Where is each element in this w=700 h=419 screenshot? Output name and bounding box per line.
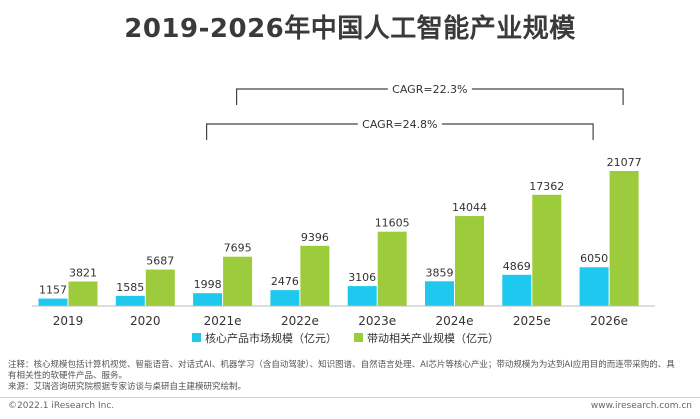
data-label-core-2020: 1585: [116, 281, 144, 294]
bar-core-2022e: [270, 290, 300, 306]
bar-core-2020: [115, 295, 145, 306]
data-label-related-2019: 3821: [69, 267, 97, 280]
cagr-label-bg-1: [387, 81, 472, 97]
x-tick-2019: 2019: [53, 314, 84, 328]
data-label-core-2024e: 3859: [426, 266, 454, 279]
bar-related-2022e: [300, 245, 330, 306]
cagr-label-bg-2: [357, 116, 442, 132]
legend-label-2: 带动相关产业规模（亿元）: [367, 331, 499, 345]
website: www.iresearch.com.cn: [590, 401, 692, 411]
chart-title: 2019-2026年中国人工智能产业规模: [124, 14, 576, 44]
data-label-core-2019: 1157: [39, 284, 67, 297]
data-label-core-2021e: 1998: [194, 278, 222, 291]
legend-label-1: 核心产品市场规模（亿元）: [205, 331, 337, 345]
source-note: 来源：艾瑞咨询研究院根据专家访谈与桌研自主建模研究绘制。: [8, 382, 247, 392]
bar-core-2019: [38, 298, 68, 306]
data-label-related-2026e: 21077: [607, 156, 642, 169]
legend-swatch-1: [192, 333, 201, 342]
bar-core-2025e: [502, 274, 532, 306]
data-label-core-2023e: 3106: [348, 271, 376, 284]
cagr-annotations: CAGR=22.3% CAGR=24.8%: [206, 81, 624, 140]
x-tick-labels: 2019 2020 2021e 2022e 2023e 2024e 2025e 2026e: [53, 314, 628, 328]
bar-core-2024e: [425, 281, 454, 306]
cagr-label-1: CAGR=22.3%: [392, 83, 467, 96]
x-tick-2020: 2020: [130, 314, 161, 328]
bar-related-2026e: [609, 171, 639, 306]
x-tick-2024e: 2024e: [436, 314, 474, 328]
bar-core-2023e: [347, 286, 377, 306]
data-label-related-2021e: 7695: [224, 242, 252, 255]
x-tick-2021e: 2021e: [204, 314, 242, 328]
legend-swatch-2: [354, 333, 363, 342]
footer-divider: [0, 397, 700, 398]
data-label-core-2025e: 4869: [503, 260, 531, 273]
data-label-related-2022e: 9396: [301, 231, 329, 244]
data-label-core-2022e: 2476: [271, 275, 299, 288]
bar-related-2020: [145, 269, 175, 306]
data-label-related-2025e: 17362: [529, 180, 564, 193]
bar-core-2021e: [193, 293, 223, 306]
bar-related-2019: [68, 281, 98, 306]
bar-related-2023e: [377, 231, 407, 306]
x-tick-2023e: 2023e: [358, 314, 396, 328]
bar-core-2026e: [579, 267, 609, 306]
data-label-related-2024e: 14044: [452, 201, 487, 214]
note-line-2: 有相关性的软硬件产品、服务。: [8, 371, 128, 381]
data-label-related-2020: 5687: [146, 255, 174, 268]
bar-related-2021e: [223, 256, 253, 306]
legend: 核心产品市场规模（亿元） 带动相关产业规模（亿元）: [192, 331, 499, 345]
bar-related-2025e: [532, 194, 562, 306]
cagr-label-2: CAGR=24.8%: [362, 118, 437, 131]
x-tick-2026e: 2026e: [590, 314, 628, 328]
data-label-related-2023e: 11605: [375, 217, 410, 230]
x-tick-2025e: 2025e: [513, 314, 551, 328]
bar-related-2024e: [455, 216, 484, 306]
x-tick-2022e: 2022e: [281, 314, 319, 328]
data-label-core-2026e: 6050: [580, 252, 608, 265]
note-line-1: 注释：核心规模包括计算机视觉、智能语音、对话式AI、机器学习（含自动驾驶）、知识…: [8, 360, 675, 370]
copyright: ©2022.1 iResearch Inc.: [8, 401, 115, 411]
